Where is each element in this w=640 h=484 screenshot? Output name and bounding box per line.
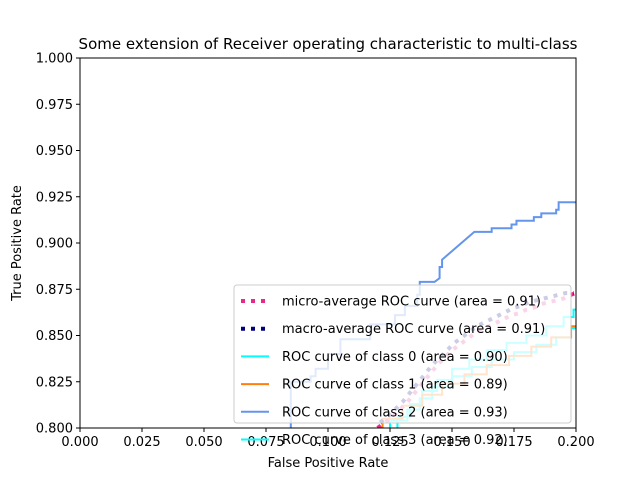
x-tick-label: 0.025 xyxy=(123,435,160,450)
y-tick-label: 0.975 xyxy=(36,98,73,113)
legend-label-4: ROC curve of class 2 (area = 0.93) xyxy=(282,405,508,420)
x-tick-label: 0.050 xyxy=(185,435,222,450)
y-tick-label: 0.850 xyxy=(36,329,73,344)
y-tick-label: 0.950 xyxy=(36,144,73,159)
x-tick-label: 0.125 xyxy=(371,435,408,450)
x-tick-label: 0.200 xyxy=(557,435,594,450)
y-tick-label: 0.875 xyxy=(36,283,73,298)
legend-box xyxy=(233,284,572,424)
legend-label-3: ROC curve of class 1 (area = 0.89) xyxy=(282,378,508,393)
y-axis-ticks: 0.800 0.825 0.850 0.875 0.900 0.925 0.950 0.975… xyxy=(36,52,80,437)
legend: micro-average ROC curve (area = 0.91) mac… xyxy=(233,284,572,448)
legend-label-1: macro-average ROC curve (area = 0.91) xyxy=(282,322,545,337)
y-tick-label: 0.825 xyxy=(36,375,73,390)
x-tick-label: 0.000 xyxy=(61,435,98,450)
legend-label-0: micro-average ROC curve (area = 0.91) xyxy=(282,295,541,310)
y-tick-label: 1.000 xyxy=(36,52,73,67)
x-tick-label: 0.075 xyxy=(247,435,284,450)
chart-title: Some extension of Receiver operating cha… xyxy=(79,35,578,53)
x-axis-label: False Positive Rate xyxy=(268,456,389,471)
y-axis-label: True Positive Rate xyxy=(10,185,25,302)
x-tick-label: 0.175 xyxy=(495,435,532,450)
legend-label-2: ROC curve of class 0 (area = 0.90) xyxy=(282,350,508,365)
y-tick-label: 0.800 xyxy=(36,422,73,437)
x-tick-label: 0.150 xyxy=(433,435,470,450)
legend-label-5: ROC curve of class 3 (area = 0.92) xyxy=(282,433,508,448)
x-tick-label: 0.100 xyxy=(309,435,346,450)
y-tick-label: 0.900 xyxy=(36,237,73,252)
y-tick-label: 0.925 xyxy=(36,190,73,205)
